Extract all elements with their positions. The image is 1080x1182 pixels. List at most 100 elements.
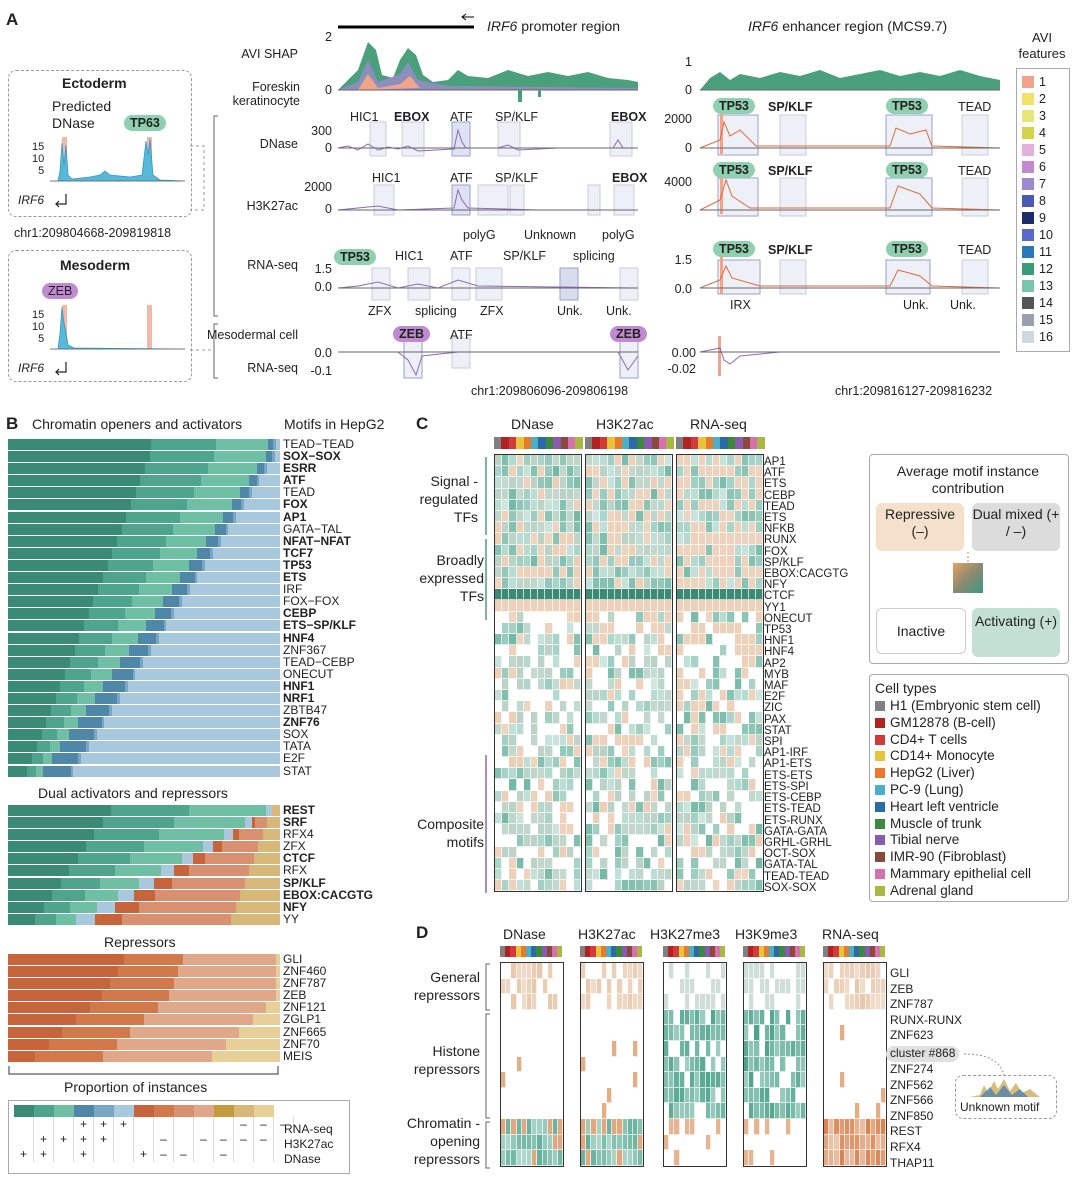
heatmap-cell (734, 768, 742, 780)
key-box (8, 1100, 350, 1174)
heatmap-cell (643, 689, 651, 702)
heatmap-cell (727, 466, 735, 478)
heatmap-cell (712, 589, 721, 601)
heatmap-cell (756, 578, 764, 590)
celltype-swatch (789, 946, 795, 957)
heatmap-cell (734, 522, 742, 534)
heatmap-cell (617, 1040, 623, 1057)
motif-label: polyG (602, 228, 635, 242)
heatmap-cell (495, 455, 503, 467)
heatmap-cell (629, 566, 637, 579)
heatmap-cell (607, 645, 615, 657)
bar-segment (202, 841, 213, 853)
key-sign-cell (254, 1147, 274, 1162)
heatmap-cell (855, 1025, 861, 1041)
heatmap-cell (636, 611, 644, 623)
heatmap-cell (614, 578, 622, 590)
heatmap-cell (622, 994, 628, 1010)
bar-segment (114, 901, 139, 913)
motif-label: SP/KLF (495, 171, 539, 185)
celltype-swatch (510, 946, 516, 957)
heatmap-cell (552, 790, 560, 802)
bar-segment (145, 463, 208, 475)
heatmap-cell (849, 963, 856, 979)
heatmap-cell (764, 1118, 770, 1135)
heatmap-cell (601, 1056, 607, 1073)
heatmap-cell (712, 779, 721, 791)
heatmap-cell (621, 600, 630, 612)
heatmap-cell (844, 1087, 850, 1104)
heatmap-cell (691, 667, 699, 679)
heatmap-cell (509, 880, 517, 892)
heatmap-cell (720, 678, 728, 690)
bar-segment (235, 901, 280, 913)
heatmap-cell (657, 600, 666, 612)
heatmap-cell (629, 589, 637, 601)
celltype-swatch (690, 437, 699, 449)
heatmap-cell (712, 678, 721, 690)
heatmap-cell (734, 734, 742, 746)
motif-row-label: NFAT−NFAT (283, 533, 351, 548)
heatmap-cell (684, 757, 692, 769)
promoter-tracks (337, 42, 639, 379)
bar-segment (128, 644, 149, 656)
stacked-bar-row (8, 990, 280, 1002)
bar-segment (144, 841, 203, 853)
heatmap-cell (657, 656, 666, 668)
heatmap-cell (516, 1150, 522, 1166)
bar-segment (116, 535, 167, 547)
celltype-swatch (494, 437, 502, 449)
heatmap-cell (502, 857, 510, 869)
key-grid: + + + – – – + + + + – – – – – + + + + – – – (14, 1105, 294, 1162)
bar-segment (244, 877, 280, 889)
heatmap-cell (875, 1025, 882, 1041)
heatmap-cell (705, 455, 713, 467)
stacked-bar-row (8, 1050, 280, 1062)
heatmap-dnase (494, 454, 583, 893)
heatmap-cell (748, 555, 757, 567)
motif-row-label: ZNF460 (283, 964, 327, 979)
ectoderm-title: Ectoderm (62, 75, 127, 91)
heatmap-cell (705, 600, 713, 612)
bar-segment (173, 523, 215, 535)
avi-feature-label: 13 (1039, 279, 1053, 293)
d-group-general: General repressors (413, 969, 480, 1003)
heatmap-cell (881, 963, 887, 979)
bar-segment (173, 978, 276, 990)
heatmap-cell (650, 589, 658, 601)
heatmap-cell (593, 689, 601, 702)
heatmap-cell (600, 689, 608, 702)
heatmap-cell (516, 455, 524, 467)
heatmap-cell (727, 656, 735, 668)
heatmap-cell (705, 622, 713, 634)
tick: 0 (325, 141, 332, 155)
bar-segment (236, 511, 280, 523)
repressor-bars (8, 954, 280, 1063)
heatmap-cell (627, 1009, 633, 1026)
heatmap-cell (607, 846, 615, 858)
heatmap-cell (727, 768, 735, 780)
heatmap-cell (622, 1025, 628, 1041)
heatmap-cell (632, 1134, 639, 1151)
heatmap-cell (674, 1150, 680, 1166)
heatmap-cell (741, 813, 749, 825)
heatmap-cell (691, 477, 699, 489)
celltype-swatch (541, 946, 547, 957)
heatmap-cell (881, 1040, 887, 1057)
motif-label: IRX (730, 298, 751, 312)
heatmap-row-label-wrap: cluster #868 (886, 1044, 962, 1062)
heatmap-cell (532, 1009, 538, 1026)
heatmap-cell (741, 544, 749, 556)
heatmap-cell (705, 824, 713, 836)
heatmap-cell (586, 1150, 592, 1166)
heatmap-cell (684, 790, 692, 802)
heatmap-cell (629, 745, 637, 758)
heatmap-cell (712, 477, 721, 489)
heatmap-cell (734, 466, 742, 478)
heatmap-cell (545, 544, 553, 556)
heatmap-cell (684, 667, 692, 679)
heatmap-cell (511, 978, 517, 995)
bar-segment (197, 572, 280, 584)
celltype-swatch (880, 946, 886, 957)
heatmap-cell (734, 510, 742, 523)
